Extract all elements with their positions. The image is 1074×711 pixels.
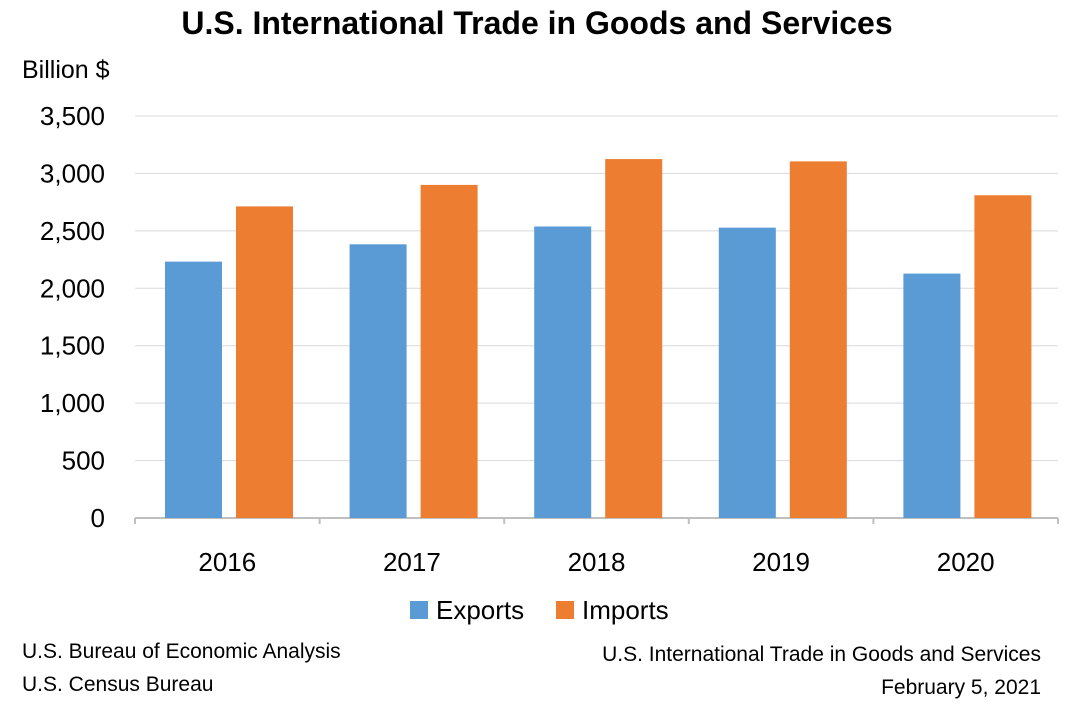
x-tick-label: 2016 — [198, 547, 256, 577]
y-tick-label: 2,000 — [40, 273, 105, 303]
bar-imports-2017 — [420, 184, 478, 518]
legend-swatch-exports — [410, 601, 428, 619]
x-tick-label: 2019 — [752, 547, 810, 577]
source-bea: U.S. Bureau of Economic Analysis — [22, 640, 341, 663]
bar-imports-2019 — [789, 161, 847, 518]
legend-label-imports: Imports — [582, 595, 669, 625]
legend-label-exports: Exports — [436, 595, 524, 625]
release-date: February 5, 2021 — [881, 676, 1041, 699]
y-tick-label: 1,500 — [40, 331, 105, 361]
bar-exports-2019 — [718, 227, 776, 518]
chart-title: U.S. International Trade in Goods and Se… — [181, 5, 893, 41]
release-title: U.S. International Trade in Goods and Se… — [602, 643, 1041, 666]
x-tick-label: 2020 — [937, 547, 995, 577]
y-tick-label: 3,000 — [40, 158, 105, 188]
bar-imports-2020 — [974, 195, 1032, 518]
bar-exports-2018 — [534, 226, 592, 519]
x-tick-label: 2017 — [383, 547, 441, 577]
y-tick-label: 1,000 — [40, 388, 105, 418]
bar-exports-2017 — [349, 244, 407, 519]
bar-exports-2016 — [165, 261, 222, 518]
y-tick-label: 0 — [91, 503, 105, 533]
source-census: U.S. Census Bureau — [22, 673, 214, 696]
y-tick-label: 2,500 — [40, 216, 105, 246]
bar-imports-2016 — [236, 206, 293, 518]
y-tick-label: 500 — [62, 446, 105, 476]
bar-exports-2020 — [903, 273, 961, 518]
y-axis-label: Billion $ — [22, 56, 110, 84]
y-tick-label: 3,500 — [40, 101, 105, 131]
bar-imports-2018 — [605, 159, 663, 519]
legend-swatch-imports — [556, 601, 574, 619]
x-tick-label: 2018 — [568, 547, 626, 577]
